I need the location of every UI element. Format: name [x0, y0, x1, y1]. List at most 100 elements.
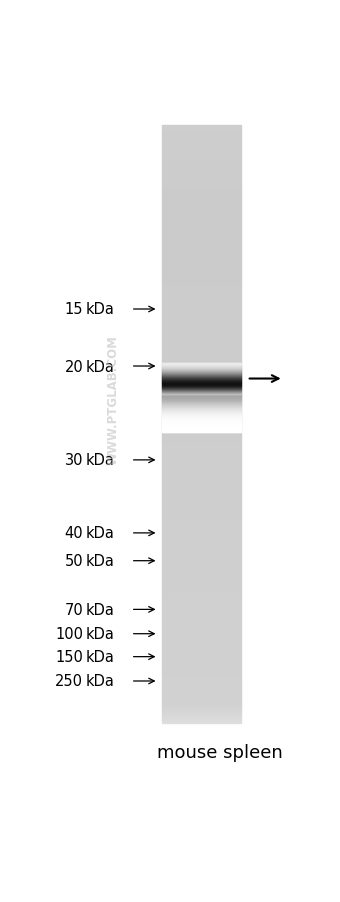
Bar — [163, 669, 241, 671]
Bar — [163, 514, 241, 516]
Bar — [163, 127, 241, 130]
Bar — [163, 709, 241, 711]
Bar — [163, 472, 241, 474]
Bar — [163, 414, 241, 417]
Bar — [163, 631, 241, 633]
Bar — [163, 488, 241, 490]
Bar — [163, 649, 241, 651]
Bar — [163, 409, 241, 410]
Bar — [163, 379, 241, 381]
Bar — [163, 554, 241, 556]
Bar — [163, 424, 241, 427]
Bar — [163, 193, 241, 196]
Text: kDa: kDa — [86, 627, 115, 641]
Bar — [163, 196, 241, 198]
Bar — [163, 354, 241, 356]
Text: 20: 20 — [65, 359, 83, 374]
Bar — [163, 544, 241, 546]
Bar — [163, 635, 241, 638]
Bar — [163, 594, 241, 595]
Bar — [163, 412, 241, 414]
Bar — [163, 249, 241, 251]
Bar — [163, 150, 241, 152]
Bar — [163, 305, 241, 307]
Bar — [163, 446, 241, 448]
Bar — [163, 233, 241, 235]
Bar — [163, 307, 241, 308]
Bar — [163, 303, 241, 305]
Bar — [163, 318, 241, 321]
Bar — [163, 510, 241, 511]
Bar — [163, 253, 241, 255]
Bar — [163, 145, 241, 148]
Text: 100: 100 — [55, 627, 83, 641]
Bar — [163, 663, 241, 665]
Bar — [163, 221, 241, 223]
Bar — [163, 231, 241, 233]
Bar — [163, 498, 241, 500]
Bar — [163, 251, 241, 253]
Bar — [163, 281, 241, 283]
Bar — [163, 603, 241, 605]
Bar — [163, 419, 241, 420]
Bar — [163, 257, 241, 259]
Bar — [163, 382, 241, 384]
Bar — [163, 552, 241, 554]
Bar — [163, 183, 241, 185]
Bar — [163, 227, 241, 229]
Bar — [163, 520, 241, 522]
Bar — [163, 638, 241, 640]
Bar — [163, 406, 241, 409]
Bar — [163, 595, 241, 597]
Bar — [163, 130, 241, 132]
Bar — [163, 271, 241, 273]
Bar — [163, 165, 241, 168]
Text: 150: 150 — [55, 649, 83, 665]
Bar — [163, 364, 241, 366]
Bar — [163, 613, 241, 615]
Bar — [163, 328, 241, 331]
Bar — [163, 522, 241, 524]
Bar — [163, 645, 241, 648]
Bar — [163, 185, 241, 188]
Bar — [163, 371, 241, 373]
Bar — [163, 170, 241, 171]
Bar — [163, 569, 241, 572]
Bar — [163, 539, 241, 542]
Bar — [163, 462, 241, 464]
Bar — [163, 607, 241, 610]
Bar — [163, 612, 241, 613]
Bar — [163, 203, 241, 206]
Bar — [163, 399, 241, 400]
Bar — [163, 480, 241, 482]
Bar — [163, 216, 241, 217]
Bar — [163, 605, 241, 607]
Bar — [163, 348, 241, 351]
Bar — [163, 448, 241, 450]
Bar — [163, 721, 241, 723]
Bar — [163, 659, 241, 661]
Bar — [163, 703, 241, 705]
Bar — [163, 279, 241, 281]
Bar — [163, 219, 241, 221]
Bar — [163, 557, 241, 559]
Bar — [163, 577, 241, 580]
Bar — [163, 178, 241, 179]
Bar — [163, 705, 241, 707]
Bar — [163, 592, 241, 594]
Bar — [163, 277, 241, 279]
Bar — [163, 707, 241, 709]
Bar — [163, 715, 241, 717]
Bar — [163, 142, 241, 143]
Bar — [163, 478, 241, 480]
Bar — [163, 452, 241, 454]
Bar — [163, 323, 241, 325]
Bar — [163, 428, 241, 430]
Bar — [163, 468, 241, 470]
Bar — [163, 125, 241, 127]
Bar — [163, 137, 241, 140]
Bar — [163, 410, 241, 412]
Bar — [163, 562, 241, 564]
Bar — [163, 181, 241, 183]
Bar — [163, 427, 241, 428]
